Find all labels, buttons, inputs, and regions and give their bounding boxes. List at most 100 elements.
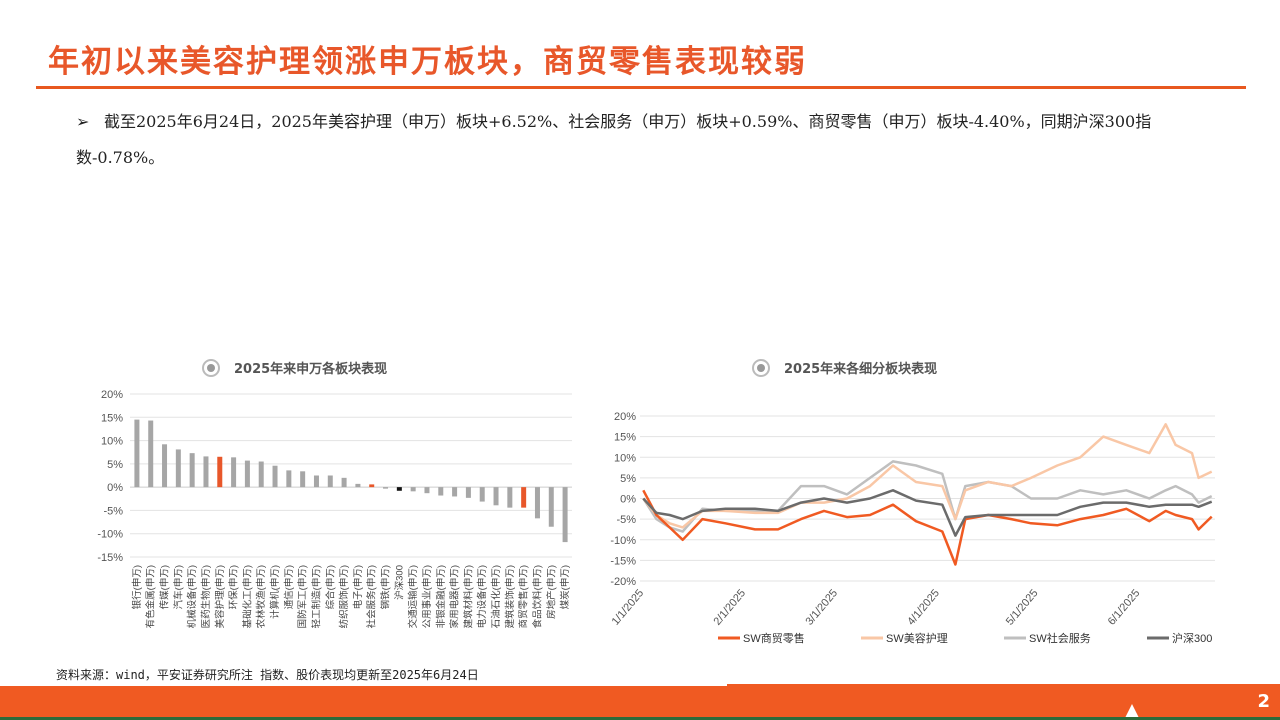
y-tick-label: 15% <box>614 432 636 444</box>
radio-bullet-icon <box>202 358 220 377</box>
source-note: 资料来源：wind，平安证券研究所注 指数、股价表现均更新至2025年6月24日 <box>56 668 479 682</box>
bar <box>355 483 361 488</box>
bar <box>493 487 499 506</box>
x-tick-label: 农林牧渔(申万) <box>255 565 267 628</box>
x-tick-label: 综合(申万) <box>324 565 336 609</box>
bar-chart-header: 2025年来申万各板块表现 <box>202 358 387 377</box>
y-tick-label: 10% <box>101 436 123 448</box>
page-number: 2 <box>1257 691 1270 712</box>
x-tick-label: 纺织服饰(申万) <box>338 565 350 628</box>
bar <box>410 487 416 492</box>
line-chart-title: 2025年来各细分板块表现 <box>784 362 938 377</box>
x-tick-label: 3/1/2025 <box>803 587 840 628</box>
x-tick-label: 基础化工(申万) <box>241 565 253 628</box>
bar <box>258 461 264 488</box>
summary-text: 截至2025年6月24日，2025年美容护理（申万）板块+6.52%、社会服务（… <box>76 112 1152 167</box>
x-tick-label: 银行(申万) <box>131 565 143 609</box>
x-tick-label: 2/1/2025 <box>711 587 748 628</box>
y-tick-label: -5% <box>103 505 123 517</box>
radio-bullet-icon <box>752 358 770 377</box>
bar <box>313 475 319 488</box>
bar <box>507 487 513 508</box>
bar <box>203 456 209 488</box>
bar <box>217 456 223 488</box>
bar <box>548 487 554 527</box>
x-tick-label: 钢铁(申万) <box>380 565 392 609</box>
bar <box>341 477 347 488</box>
series-line <box>642 489 1213 566</box>
y-tick-label: 5% <box>107 459 123 471</box>
bar <box>272 465 278 488</box>
bar-chart-title: 2025年来申万各板块表现 <box>234 362 388 377</box>
x-tick-label: 5/1/2025 <box>1004 587 1041 628</box>
bar <box>244 460 250 488</box>
y-tick-label: -15% <box>610 555 636 567</box>
series-line <box>642 460 1213 533</box>
bar <box>369 484 375 488</box>
x-tick-label: 1/1/2025 <box>610 587 647 628</box>
bar <box>424 487 430 494</box>
y-tick-label: 15% <box>101 412 123 424</box>
bar <box>383 487 389 489</box>
x-tick-label: 交通运输(申万) <box>407 565 419 628</box>
bar <box>396 487 402 491</box>
y-tick-label: -15% <box>97 552 123 564</box>
bar <box>300 471 306 488</box>
y-tick-label: 10% <box>614 452 636 464</box>
x-tick-label: 食品饮料(申万) <box>531 565 543 628</box>
x-tick-label: 6/1/2025 <box>1106 587 1143 628</box>
legend-label: SW社会服务 <box>1029 631 1091 645</box>
arrow-bullet-icon: ➢ <box>76 112 90 131</box>
x-tick-label: 公用事业(申万) <box>421 565 433 628</box>
x-tick-label: 房地产(申万) <box>545 565 557 619</box>
x-tick-label: 环保(申万) <box>228 565 240 609</box>
y-tick-label: 0% <box>107 482 123 494</box>
x-tick-label: 4/1/2025 <box>905 587 942 628</box>
x-tick-label: 有色金属(申万) <box>145 565 157 628</box>
legend-label: SW商贸零售 <box>743 631 805 645</box>
series-line <box>642 489 1213 537</box>
title-divider <box>36 86 1246 89</box>
x-tick-label: 电子(申万) <box>352 565 364 609</box>
bar-chart: 20% 15% 10% 5% 0% -5% -10% -15% 银行(申万) 有色金属(申万) 传媒… <box>97 389 572 628</box>
x-tick-label: 沪深300 <box>393 565 405 600</box>
line-chart-header: 2025年来各细分板块表现 <box>752 358 937 377</box>
line-chart: 20% 15% 10% 5% 0% -5% -10% -15% -20%1/1/2025 2/1/… <box>610 411 1215 645</box>
y-tick-label: -10% <box>97 529 123 541</box>
x-tick-label: 计算机(申万) <box>269 565 281 619</box>
x-tick-label: 汽车(申万) <box>172 565 184 609</box>
x-tick-label: 国防军工(申万) <box>297 565 309 628</box>
page-title: 年初以来美容护理领涨申万板块，商贸零售表现较弱 <box>48 44 807 80</box>
bar <box>175 449 181 488</box>
bar <box>148 420 154 488</box>
x-tick-label: 家用电器(申万) <box>449 565 461 628</box>
bar <box>438 487 444 496</box>
y-tick-label: 0% <box>620 494 636 506</box>
bar <box>452 487 458 497</box>
summary-bullet: ➢ 截至2025年6月24日，2025年美容护理（申万）板块+6.52%、社会服… <box>76 104 1226 176</box>
x-tick-label: 机械设备(申万) <box>186 565 198 628</box>
bar <box>562 487 568 543</box>
bar <box>327 475 333 488</box>
y-tick-label: 20% <box>614 411 636 423</box>
bar <box>189 453 195 488</box>
y-tick-label: 20% <box>101 389 123 401</box>
bar <box>134 419 140 488</box>
y-tick-label: 5% <box>620 473 636 485</box>
y-tick-label: -5% <box>616 514 636 526</box>
x-tick-label: 医药生物(申万) <box>200 565 212 628</box>
x-tick-label: 商贸零售(申万) <box>518 565 530 628</box>
bar <box>162 444 168 488</box>
x-tick-label: 建筑装饰(申万) <box>504 565 516 628</box>
company-logo-icon <box>1124 704 1140 720</box>
x-tick-label: 通信(申万) <box>283 565 295 609</box>
bar <box>286 470 292 488</box>
bar <box>534 487 540 519</box>
x-tick-label: 石油石化(申万) <box>490 565 502 628</box>
legend-label: SW美容护理 <box>886 631 948 645</box>
bar <box>231 457 237 488</box>
x-tick-label: 建筑材料(申万) <box>462 565 474 628</box>
legend-label: 沪深300 <box>1172 631 1212 645</box>
x-tick-label: 社会服务(申万) <box>366 565 378 628</box>
x-tick-label: 非银金融(申万) <box>435 565 447 628</box>
